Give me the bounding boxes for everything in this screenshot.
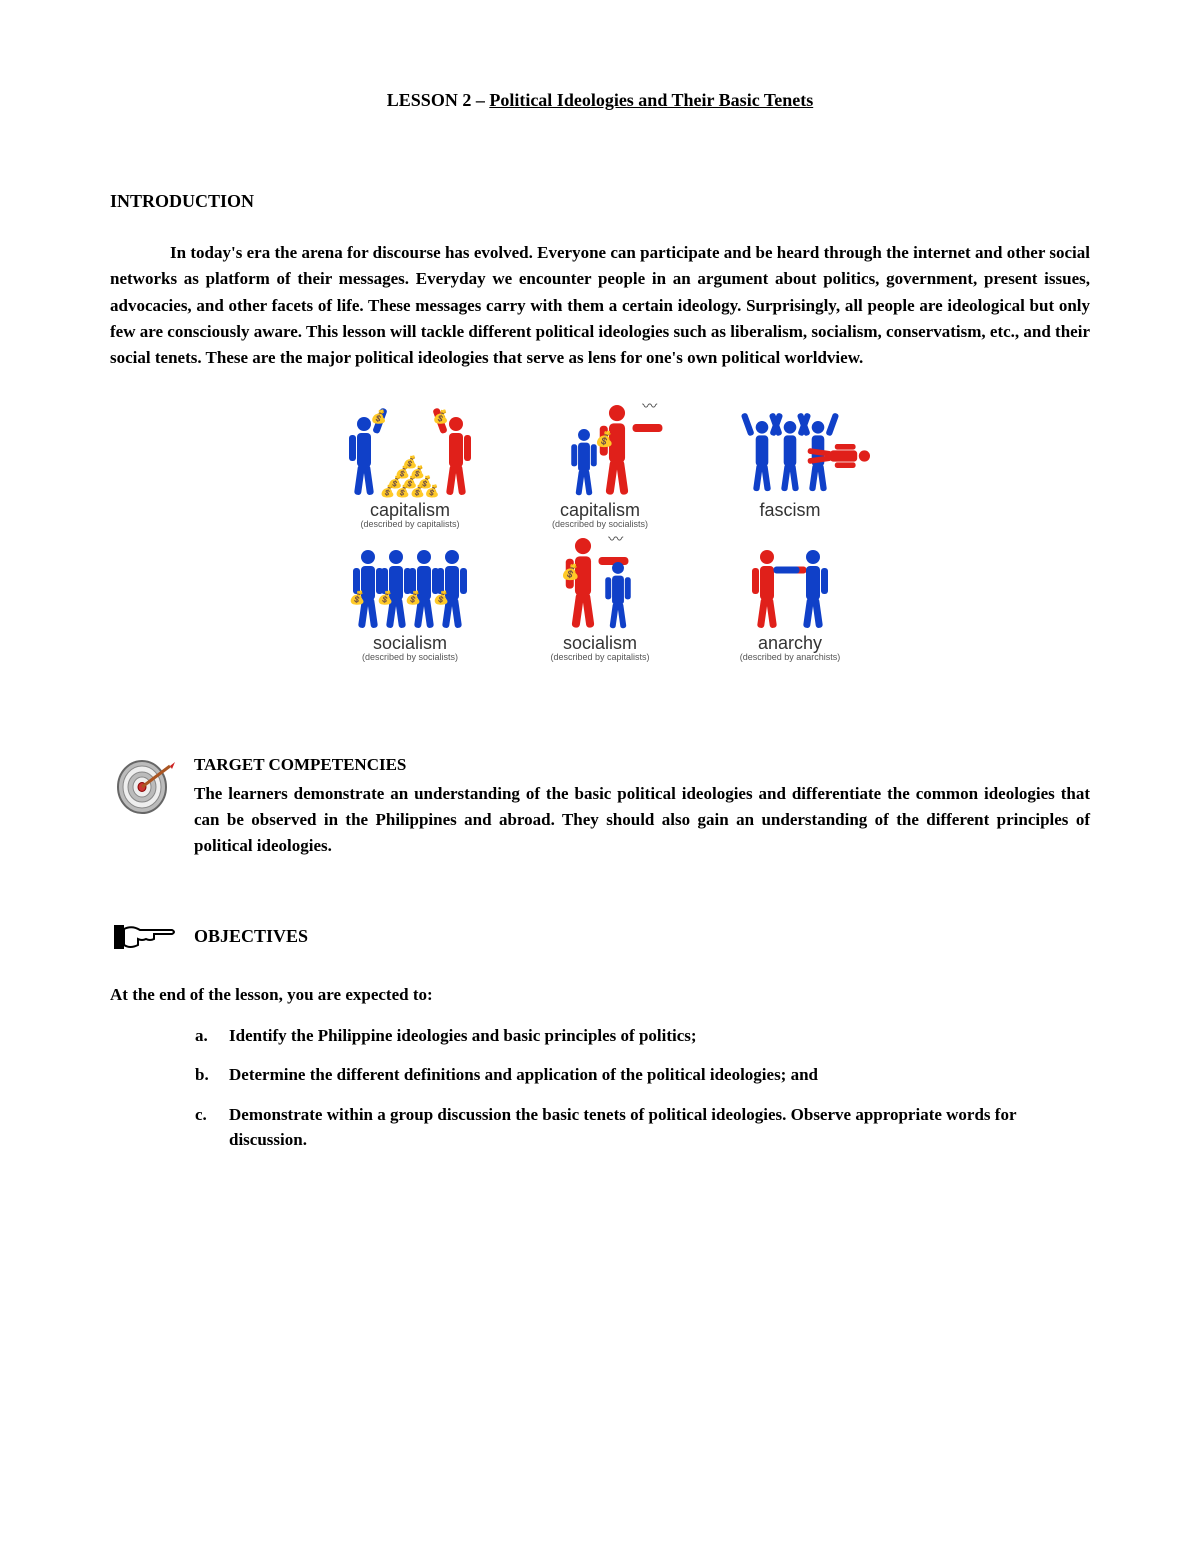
objectives-block: OBJECTIVES — [110, 915, 1090, 959]
money-bag-icon: 💰 — [433, 409, 449, 425]
cell-capitalism-socialists: 💰 〰 capitalism (described by socialists) — [513, 402, 688, 530]
cell-image — [703, 402, 878, 497]
list-marker: a. — [195, 1023, 215, 1049]
money-bag-icon: 💰 — [433, 590, 449, 606]
money-bag-icon: 💰 — [377, 590, 393, 606]
cell-title: socialism — [323, 634, 498, 652]
list-text: Demonstrate within a group discussion th… — [229, 1102, 1090, 1153]
cell-image: 💰 〰 — [513, 402, 688, 497]
list-text: Identify the Philippine ideologies and b… — [229, 1023, 697, 1049]
pointing-hand-icon — [110, 915, 180, 959]
cell-subtitle: (described by capitalists) — [323, 519, 498, 530]
target-text: TARGET COMPETENCIES The learners demonst… — [194, 752, 1090, 859]
objectives-list: a. Identify the Philippine ideologies an… — [110, 1023, 1090, 1153]
person-icon — [572, 429, 594, 497]
whip-icon: 〰 — [608, 526, 623, 548]
target-body: The learners demonstrate an understandin… — [194, 784, 1090, 856]
money-bag-icon: 💰 — [405, 590, 421, 606]
cell-image: 💰 💰💰💰💰💰💰💰💰💰💰 💰 — [323, 402, 498, 497]
introduction-paragraph: In today's era the arena for discourse h… — [110, 240, 1090, 372]
person-icon — [754, 550, 780, 630]
target-competencies-block: TARGET COMPETENCIES The learners demonst… — [110, 752, 1090, 859]
objectives-heading: OBJECTIVES — [194, 926, 308, 947]
cell-subtitle: (described by anarchists) — [703, 652, 878, 663]
person-icon — [800, 550, 826, 630]
cell-title: capitalism — [513, 501, 688, 519]
cell-title: socialism — [513, 634, 688, 652]
person-icon: 💰 〰 — [568, 538, 598, 630]
cell-image — [703, 535, 878, 630]
cell-capitalism-capitalists: 💰 💰💰💰💰💰💰💰💰💰💰 💰 capitalism (described by … — [323, 402, 498, 530]
cell-title: fascism — [703, 501, 878, 519]
ideology-grid: 💰 💰💰💰💰💰💰💰💰💰💰 💰 capitalism (described by … — [110, 402, 1090, 663]
person-icon — [606, 562, 628, 630]
lesson-title: LESSON 2 – Political Ideologies and Thei… — [110, 90, 1090, 111]
list-marker: c. — [195, 1102, 215, 1153]
cell-socialism-capitalists: 💰 〰 socialism (described by capitalists) — [513, 535, 688, 663]
cell-title: anarchy — [703, 634, 878, 652]
cell-socialism-socialists: 💰 💰 💰 💰 socialism — [323, 535, 498, 663]
money-bag-icon: 💰 — [349, 590, 365, 606]
objectives-intro: At the end of the lesson, you are expect… — [110, 985, 1090, 1005]
person-icon: 💰 — [439, 550, 465, 630]
list-marker: b. — [195, 1062, 215, 1088]
introduction-heading: INTRODUCTION — [110, 191, 1090, 212]
dartboard-icon — [110, 752, 180, 822]
cell-subtitle: (described by socialists) — [513, 519, 688, 530]
cell-anarchy: anarchy (described by anarchists) — [703, 535, 878, 663]
person-icon — [750, 421, 773, 493]
person-icon: 💰 〰 — [602, 405, 632, 497]
target-heading: TARGET COMPETENCIES — [194, 752, 1090, 778]
person-lying-icon — [806, 445, 870, 466]
money-bag-icon: 💰 — [371, 409, 387, 425]
title-prefix: LESSON 2 – — [387, 90, 490, 110]
person-icon — [778, 421, 801, 493]
person-icon: 💰 — [443, 417, 469, 497]
whip-icon: 〰 — [642, 393, 657, 415]
money-pile-icon: 💰💰💰💰💰💰💰💰💰💰 — [380, 458, 440, 496]
cell-fascism: fascism — [703, 402, 878, 530]
money-bag-icon: 💰 — [595, 430, 614, 448]
cell-subtitle: (described by capitalists) — [513, 652, 688, 663]
list-text: Determine the different definitions and … — [229, 1062, 818, 1088]
list-item: a. Identify the Philippine ideologies an… — [195, 1023, 1090, 1049]
cell-image: 💰 〰 — [513, 535, 688, 630]
person-icon: 💰 — [351, 417, 377, 497]
lesson-page: LESSON 2 – Political Ideologies and Thei… — [0, 0, 1200, 1553]
title-underlined: Political Ideologies and Their Basic Ten… — [489, 90, 813, 110]
cell-image: 💰 💰 💰 💰 — [323, 535, 498, 630]
list-item: c. Demonstrate within a group discussion… — [195, 1102, 1090, 1153]
money-bag-icon: 💰 — [561, 563, 580, 581]
cell-subtitle: (described by socialists) — [323, 652, 498, 663]
list-item: b. Determine the different definitions a… — [195, 1062, 1090, 1088]
cell-title: capitalism — [323, 501, 498, 519]
